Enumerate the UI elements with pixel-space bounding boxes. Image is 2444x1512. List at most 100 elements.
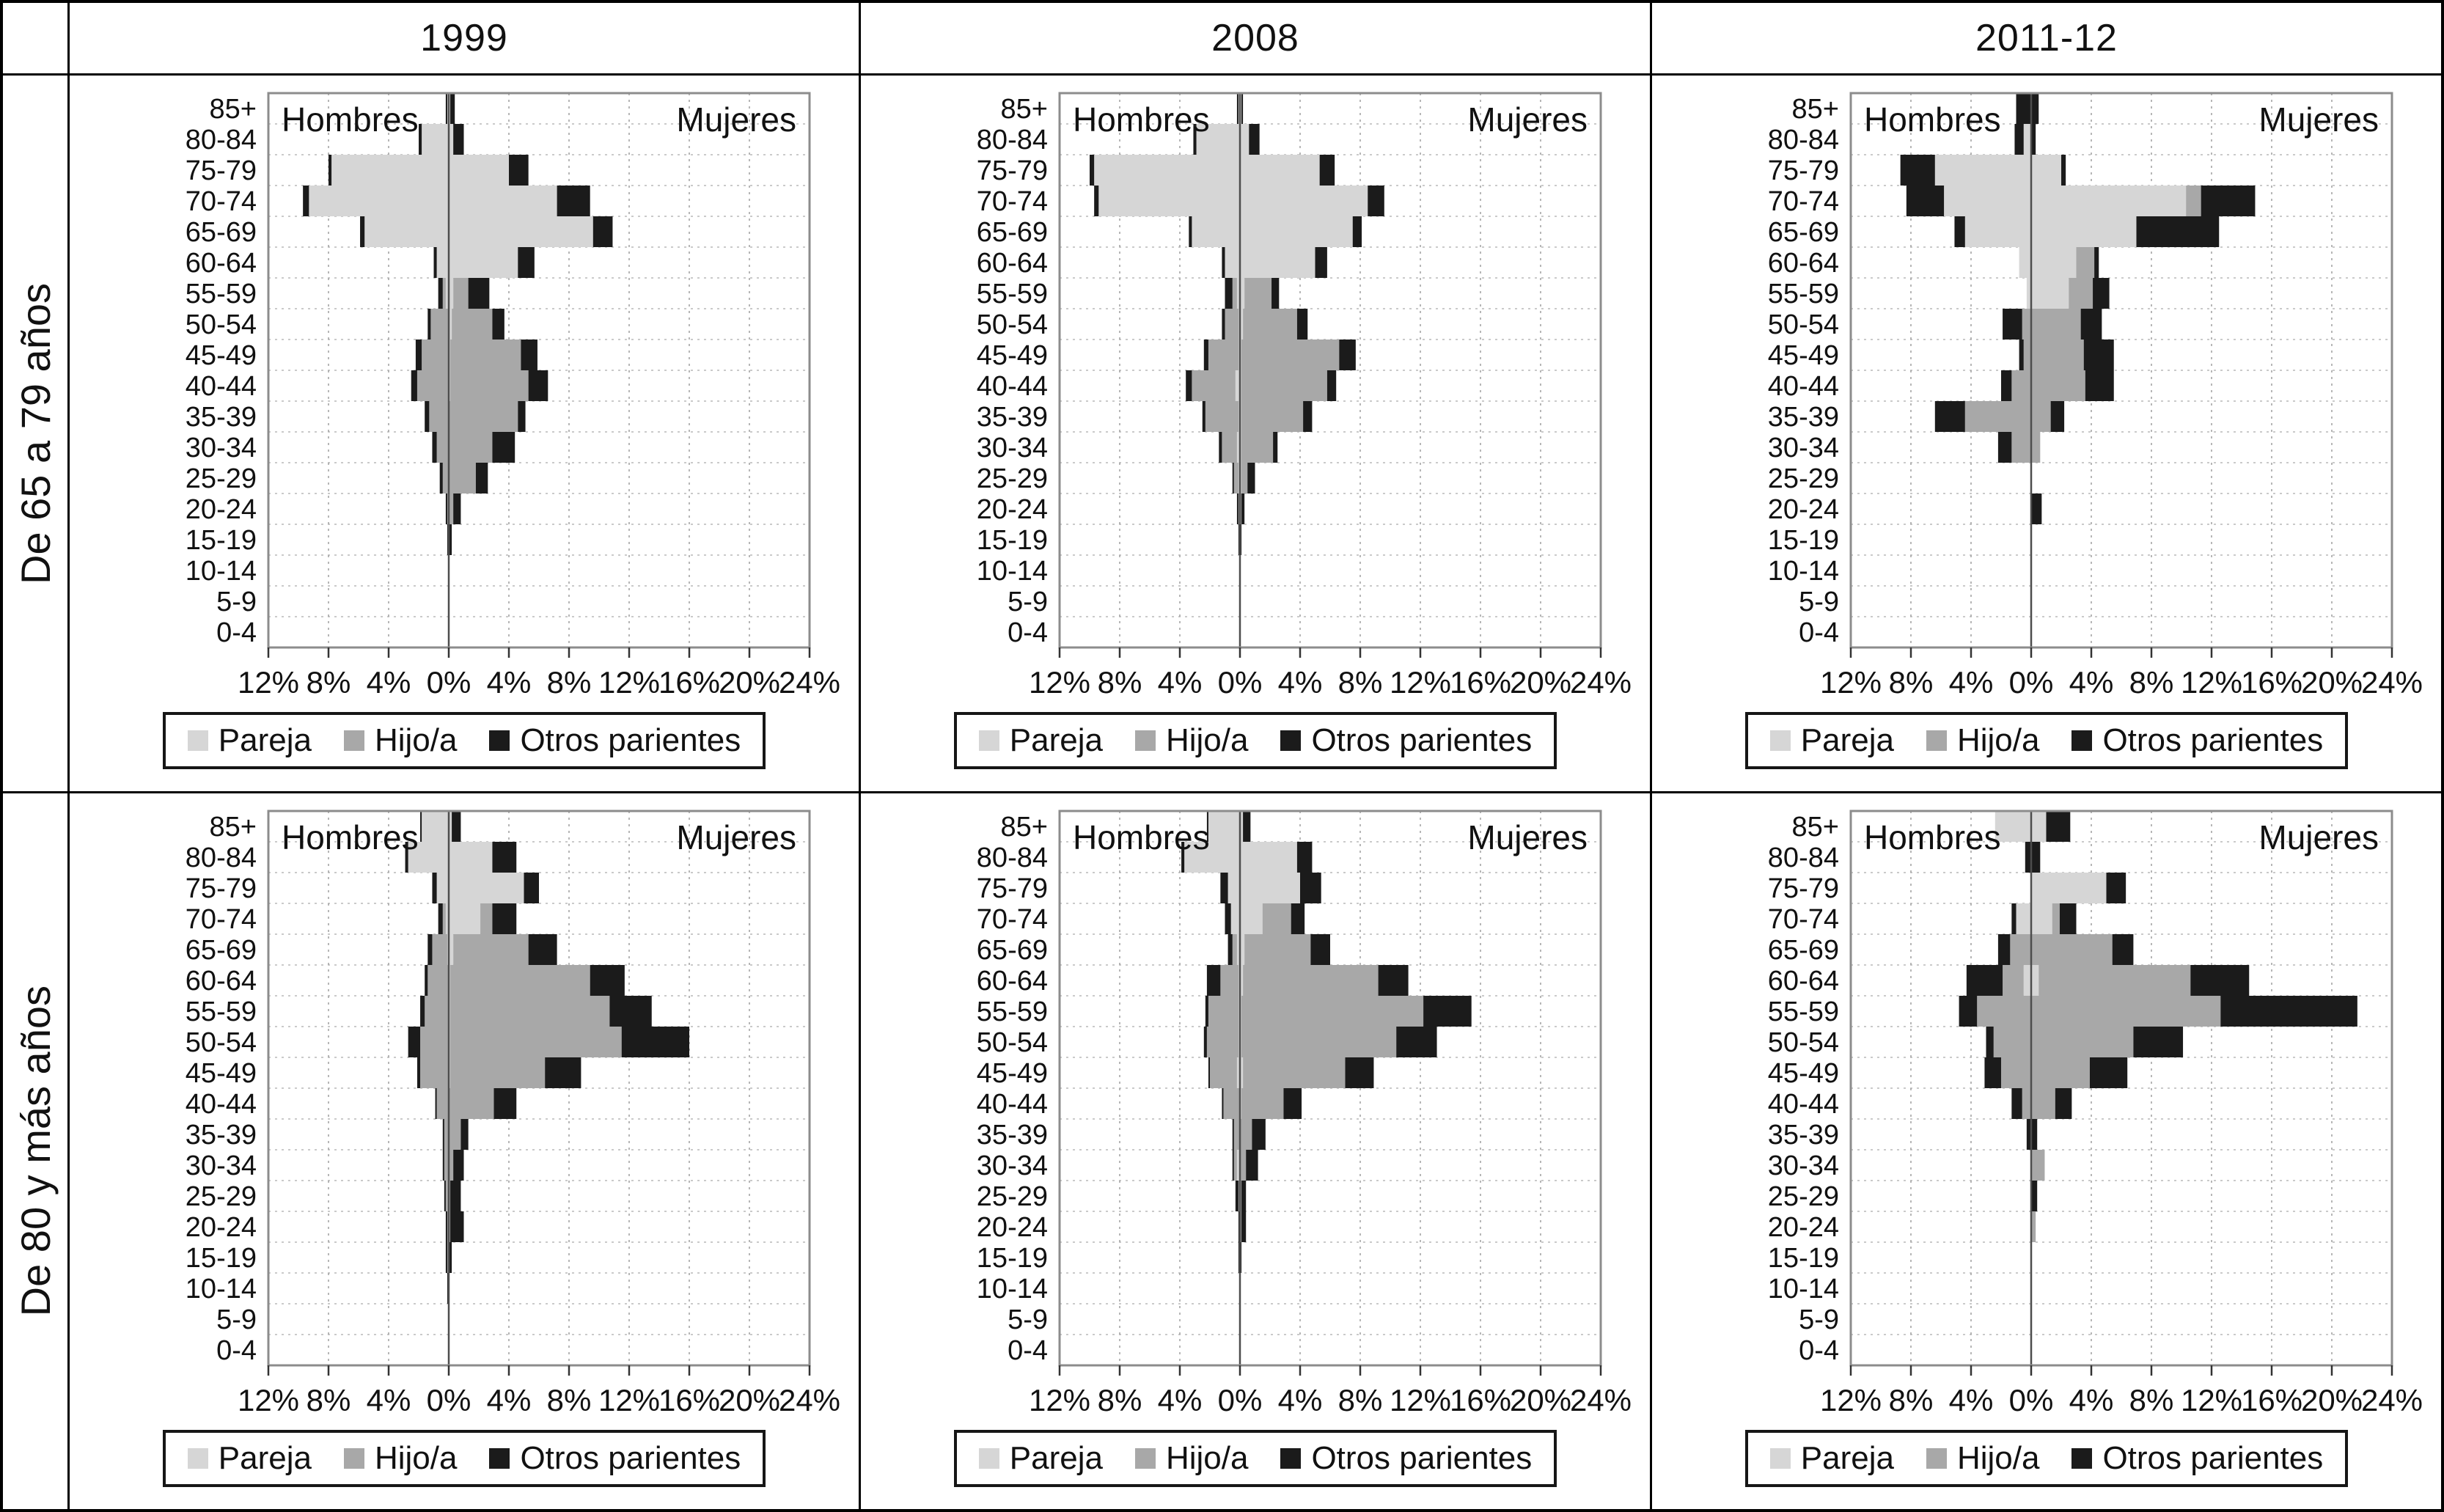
- bar-women-hijo-35-39: [2031, 401, 2051, 432]
- bar-men-otros-35-39: [442, 1119, 444, 1150]
- plot-border: [1058, 810, 1602, 1367]
- bar-men-pareja-55-59: [1236, 278, 1240, 309]
- bar-women-otros-65-69: [1310, 934, 1330, 965]
- age-label-40-44: 40-44: [1768, 371, 1839, 402]
- bar-women-hijo-50-54: [452, 309, 493, 340]
- bar-men-otros-75-79: [1220, 873, 1228, 903]
- bar-men-otros-60-64: [433, 247, 437, 278]
- bar-men-pareja-75-79: [1094, 155, 1240, 186]
- x-tick-label: 20%: [1510, 1383, 1571, 1417]
- bar-men-otros-45-49: [1203, 340, 1208, 370]
- bar-women-otros-65-69: [2112, 934, 2134, 965]
- age-label-55-59: 55-59: [1768, 997, 1839, 1027]
- bar-women-otros-35-39: [460, 1119, 469, 1150]
- x-tick-label: 8%: [307, 665, 351, 700]
- legend-label: Otros parientes: [2102, 1440, 2324, 1476]
- age-label-5-9: 5-9: [1799, 1304, 1839, 1335]
- bar-women-otros-25-29: [2031, 1181, 2038, 1211]
- age-label-40-44: 40-44: [186, 371, 257, 402]
- bar-women-otros-65-69: [528, 934, 557, 965]
- bar-women-otros-45-49: [1345, 1057, 1374, 1088]
- bar-women-pareja-60-64: [1240, 965, 1244, 996]
- legend-swatch-icon: [489, 1448, 510, 1469]
- legend-label: Otros parientes: [1311, 722, 1533, 758]
- bar-women-otros-75-79: [1300, 873, 1321, 903]
- bar-women-otros-40-44: [493, 1088, 517, 1119]
- age-label-35-39: 35-39: [186, 402, 257, 433]
- bar-women-otros-70-74: [1368, 186, 1384, 216]
- legend-item: Otros parientes: [1280, 722, 1532, 759]
- age-label-70-74: 70-74: [1768, 186, 1839, 217]
- bar-men-pareja-30-34: [1236, 432, 1240, 463]
- plot-border: [267, 810, 811, 1367]
- age-label-65-69: 65-69: [977, 935, 1048, 966]
- bar-men-hijo-25-29: [445, 1181, 449, 1211]
- bar-women-otros-55-59: [1423, 996, 1472, 1027]
- legend-label: Otros parientes: [520, 722, 741, 758]
- bar-men-otros-65-69: [1997, 934, 2011, 965]
- x-tick-label: 16%: [658, 665, 720, 700]
- age-label-80-84: 80-84: [977, 843, 1048, 873]
- bar-men-otros-50-54: [1986, 1027, 1994, 1057]
- x-tick-label: 4%: [2069, 1383, 2114, 1417]
- bar-men-hijo-65-69: [2010, 934, 2031, 965]
- bar-men-pareja-60-64: [2019, 247, 2031, 278]
- x-tick-label: 0%: [2009, 1383, 2054, 1417]
- age-label-75-79: 75-79: [977, 155, 1048, 186]
- age-label-60-64: 60-64: [977, 966, 1048, 997]
- age-label-45-49: 45-49: [186, 1058, 257, 1089]
- legend-swatch-icon: [1134, 730, 1156, 751]
- bar-women-otros-40-44: [1326, 370, 1337, 401]
- age-label-45-49: 45-49: [977, 340, 1048, 371]
- bar-women-otros-85+: [1241, 93, 1244, 124]
- bar-women-otros-65-69: [592, 216, 613, 247]
- x-tick-label: 12%: [2181, 1383, 2242, 1417]
- bar-men-otros-45-49: [2019, 340, 2024, 370]
- bar-men-otros-80-84: [2025, 842, 2031, 873]
- age-label-75-79: 75-79: [186, 155, 257, 186]
- bar-men-hijo-55-59: [1208, 996, 1238, 1027]
- bar-women-pareja-80-84: [1240, 124, 1249, 155]
- bar-women-otros-65-69: [1352, 216, 1362, 247]
- panel-2008-65-79: 12% 8% 4% 0% 4% 8% 12% 16% 20% 24% 85+ 80-84 75-79 70…: [861, 76, 1650, 791]
- x-tick-label: 24%: [1570, 1383, 1632, 1417]
- bar-men-hijo-45-49: [422, 340, 449, 370]
- bar-men-otros-65-69: [1189, 216, 1192, 247]
- bar-men-hijo-35-39: [429, 401, 449, 432]
- bar-women-pareja-70-74: [1240, 903, 1263, 934]
- legend-label: Pareja: [1009, 1440, 1103, 1476]
- legend-box: Pareja Hijo/a Otros parientes: [162, 1430, 766, 1487]
- bar-men-hijo-35-39: [1233, 1119, 1240, 1150]
- x-tick-label: 4%: [1949, 1383, 1994, 1417]
- bar-men-hijo-35-39: [1205, 401, 1238, 432]
- x-tick-label: 20%: [2301, 1383, 2363, 1417]
- age-label-70-74: 70-74: [186, 904, 257, 935]
- age-label-5-9: 5-9: [216, 1304, 257, 1335]
- bar-men-pareja-60-64: [1225, 247, 1240, 278]
- bar-women-otros-50-54: [1396, 1027, 1437, 1057]
- age-label-30-34: 30-34: [977, 433, 1048, 463]
- bar-women-hijo-55-59: [453, 278, 469, 309]
- bar-women-otros-60-64: [1378, 965, 1409, 996]
- bar-women-pareja-45-49: [1240, 1057, 1244, 1088]
- bar-women-pareja-85+: [1240, 811, 1244, 842]
- bar-women-hijo-45-49: [2031, 340, 2084, 370]
- bar-men-pareja-55-59: [445, 278, 449, 309]
- bar-women-hijo-40-44: [2031, 1088, 2055, 1119]
- bar-women-hijo-25-29: [449, 463, 476, 493]
- bar-women-otros-35-39: [2050, 401, 2065, 432]
- bar-men-otros-25-29: [439, 463, 443, 493]
- age-label-15-19: 15-19: [1768, 1243, 1839, 1274]
- bar-men-otros-60-64: [1206, 965, 1221, 996]
- age-label-85+: 85+: [210, 812, 257, 843]
- bar-men-hijo-65-69: [432, 934, 447, 965]
- bar-men-hijo-30-34: [2011, 432, 2031, 463]
- bar-men-hijo-55-59: [442, 278, 446, 309]
- bar-men-hijo-45-49: [1210, 1057, 1237, 1088]
- age-label-35-39: 35-39: [1768, 402, 1839, 433]
- column-header-label: 1999: [420, 17, 508, 59]
- bar-men-hijo-50-54: [2022, 309, 2031, 340]
- legend-label: Pareja: [218, 722, 312, 758]
- bar-men-otros-50-54: [1203, 1027, 1207, 1057]
- bar-men-otros-30-34: [1219, 432, 1222, 463]
